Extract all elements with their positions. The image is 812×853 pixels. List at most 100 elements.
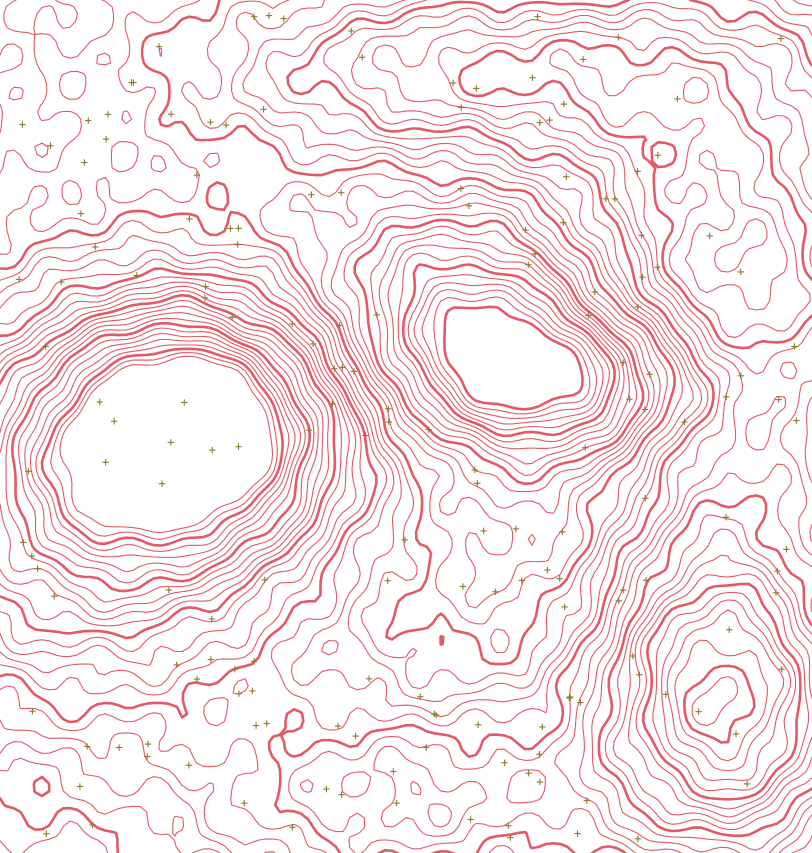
contour-line <box>421 288 598 419</box>
plus-icon <box>115 744 123 751</box>
plus-icon <box>723 393 730 401</box>
plus-icon <box>222 121 230 129</box>
plus-icon <box>42 343 49 350</box>
plus-icon <box>51 593 58 600</box>
plus-icon <box>474 721 482 728</box>
contour-line <box>0 43 655 546</box>
plus-icon <box>563 173 570 180</box>
plus-icon <box>155 43 163 50</box>
plus-icon <box>329 400 336 408</box>
plus-icon <box>96 398 103 406</box>
plus-icon <box>561 603 568 611</box>
plus-icon <box>706 232 713 240</box>
plus-icon <box>567 693 574 701</box>
index-contour-line <box>401 263 616 438</box>
plus-icon <box>638 232 645 239</box>
plus-icon <box>474 480 481 487</box>
plus-icon <box>58 278 65 286</box>
plus-icon <box>620 586 627 594</box>
plus-icon <box>620 359 627 366</box>
plus-icon <box>336 322 343 329</box>
index-contour-line <box>0 0 676 853</box>
plus-icon <box>85 117 92 124</box>
plus-icon <box>579 56 587 63</box>
plus-icon <box>34 565 41 572</box>
plus-icon <box>417 693 424 700</box>
plus-icon <box>102 135 110 143</box>
plus-icon <box>102 459 109 466</box>
plus-icon <box>202 283 209 290</box>
plus-icon <box>642 495 649 502</box>
plus-icon <box>559 528 566 535</box>
plus-icon <box>133 272 140 279</box>
plus-icon <box>167 111 175 118</box>
plus-icon <box>518 577 525 584</box>
plus-icon <box>501 759 508 766</box>
contour-line <box>378 233 630 465</box>
plus-icon <box>83 743 91 750</box>
plus-icon <box>260 106 267 113</box>
plus-icon <box>732 730 740 738</box>
plus-icon <box>373 311 381 319</box>
contour-line <box>24 332 792 782</box>
plus-icon <box>250 658 258 665</box>
plus-icon <box>539 723 546 731</box>
plus-icon <box>525 261 532 268</box>
plus-icon <box>629 652 636 660</box>
plus-icon <box>458 104 465 111</box>
plus-icon <box>560 219 567 226</box>
plus-icon <box>641 406 649 413</box>
plus-icon <box>642 577 650 584</box>
plus-icon <box>531 250 539 258</box>
plus-icon <box>529 74 536 81</box>
plus-icon <box>128 79 135 86</box>
plus-icon <box>167 439 174 446</box>
plus-icon <box>208 615 215 623</box>
plus-icon <box>662 691 669 698</box>
contour-line <box>0 17 812 853</box>
contour-line <box>370 225 637 476</box>
plus-icon <box>384 577 391 584</box>
plus-icon <box>556 575 563 582</box>
index-contour-line <box>443 305 584 411</box>
contour-line <box>29 338 785 772</box>
plus-icon <box>674 95 681 103</box>
plus-icon <box>774 567 781 575</box>
plus-icon <box>365 675 373 682</box>
index-contour-line <box>353 218 645 486</box>
plus-icon <box>228 314 236 321</box>
plus-icon <box>492 588 499 595</box>
plus-icon <box>480 527 487 535</box>
plus-icon <box>536 751 543 758</box>
plus-icon <box>423 744 430 751</box>
plus-icon <box>793 417 800 424</box>
plus-icon <box>263 720 270 727</box>
plus-icon <box>111 418 118 425</box>
plus-icon <box>783 546 790 553</box>
plus-icon <box>241 799 248 807</box>
plus-icon <box>583 797 590 804</box>
contour-line <box>0 0 668 853</box>
plus-icon <box>47 142 54 149</box>
plus-icon <box>574 830 581 837</box>
spot-height-markers <box>15 12 800 842</box>
plus-icon <box>235 690 243 697</box>
contour-line <box>35 344 768 762</box>
plus-icon <box>722 514 730 521</box>
plus-icon <box>338 189 345 196</box>
plus-icon <box>261 576 268 584</box>
contour-line <box>433 296 591 415</box>
plus-icon <box>560 100 567 108</box>
plus-icon <box>591 288 598 296</box>
plus-icon <box>536 119 543 126</box>
plus-icon <box>737 372 744 379</box>
plus-icon <box>289 824 296 831</box>
plus-icon <box>654 152 662 159</box>
plus-icon <box>350 368 358 375</box>
plus-icon <box>252 722 260 729</box>
plus-icon <box>235 225 242 232</box>
